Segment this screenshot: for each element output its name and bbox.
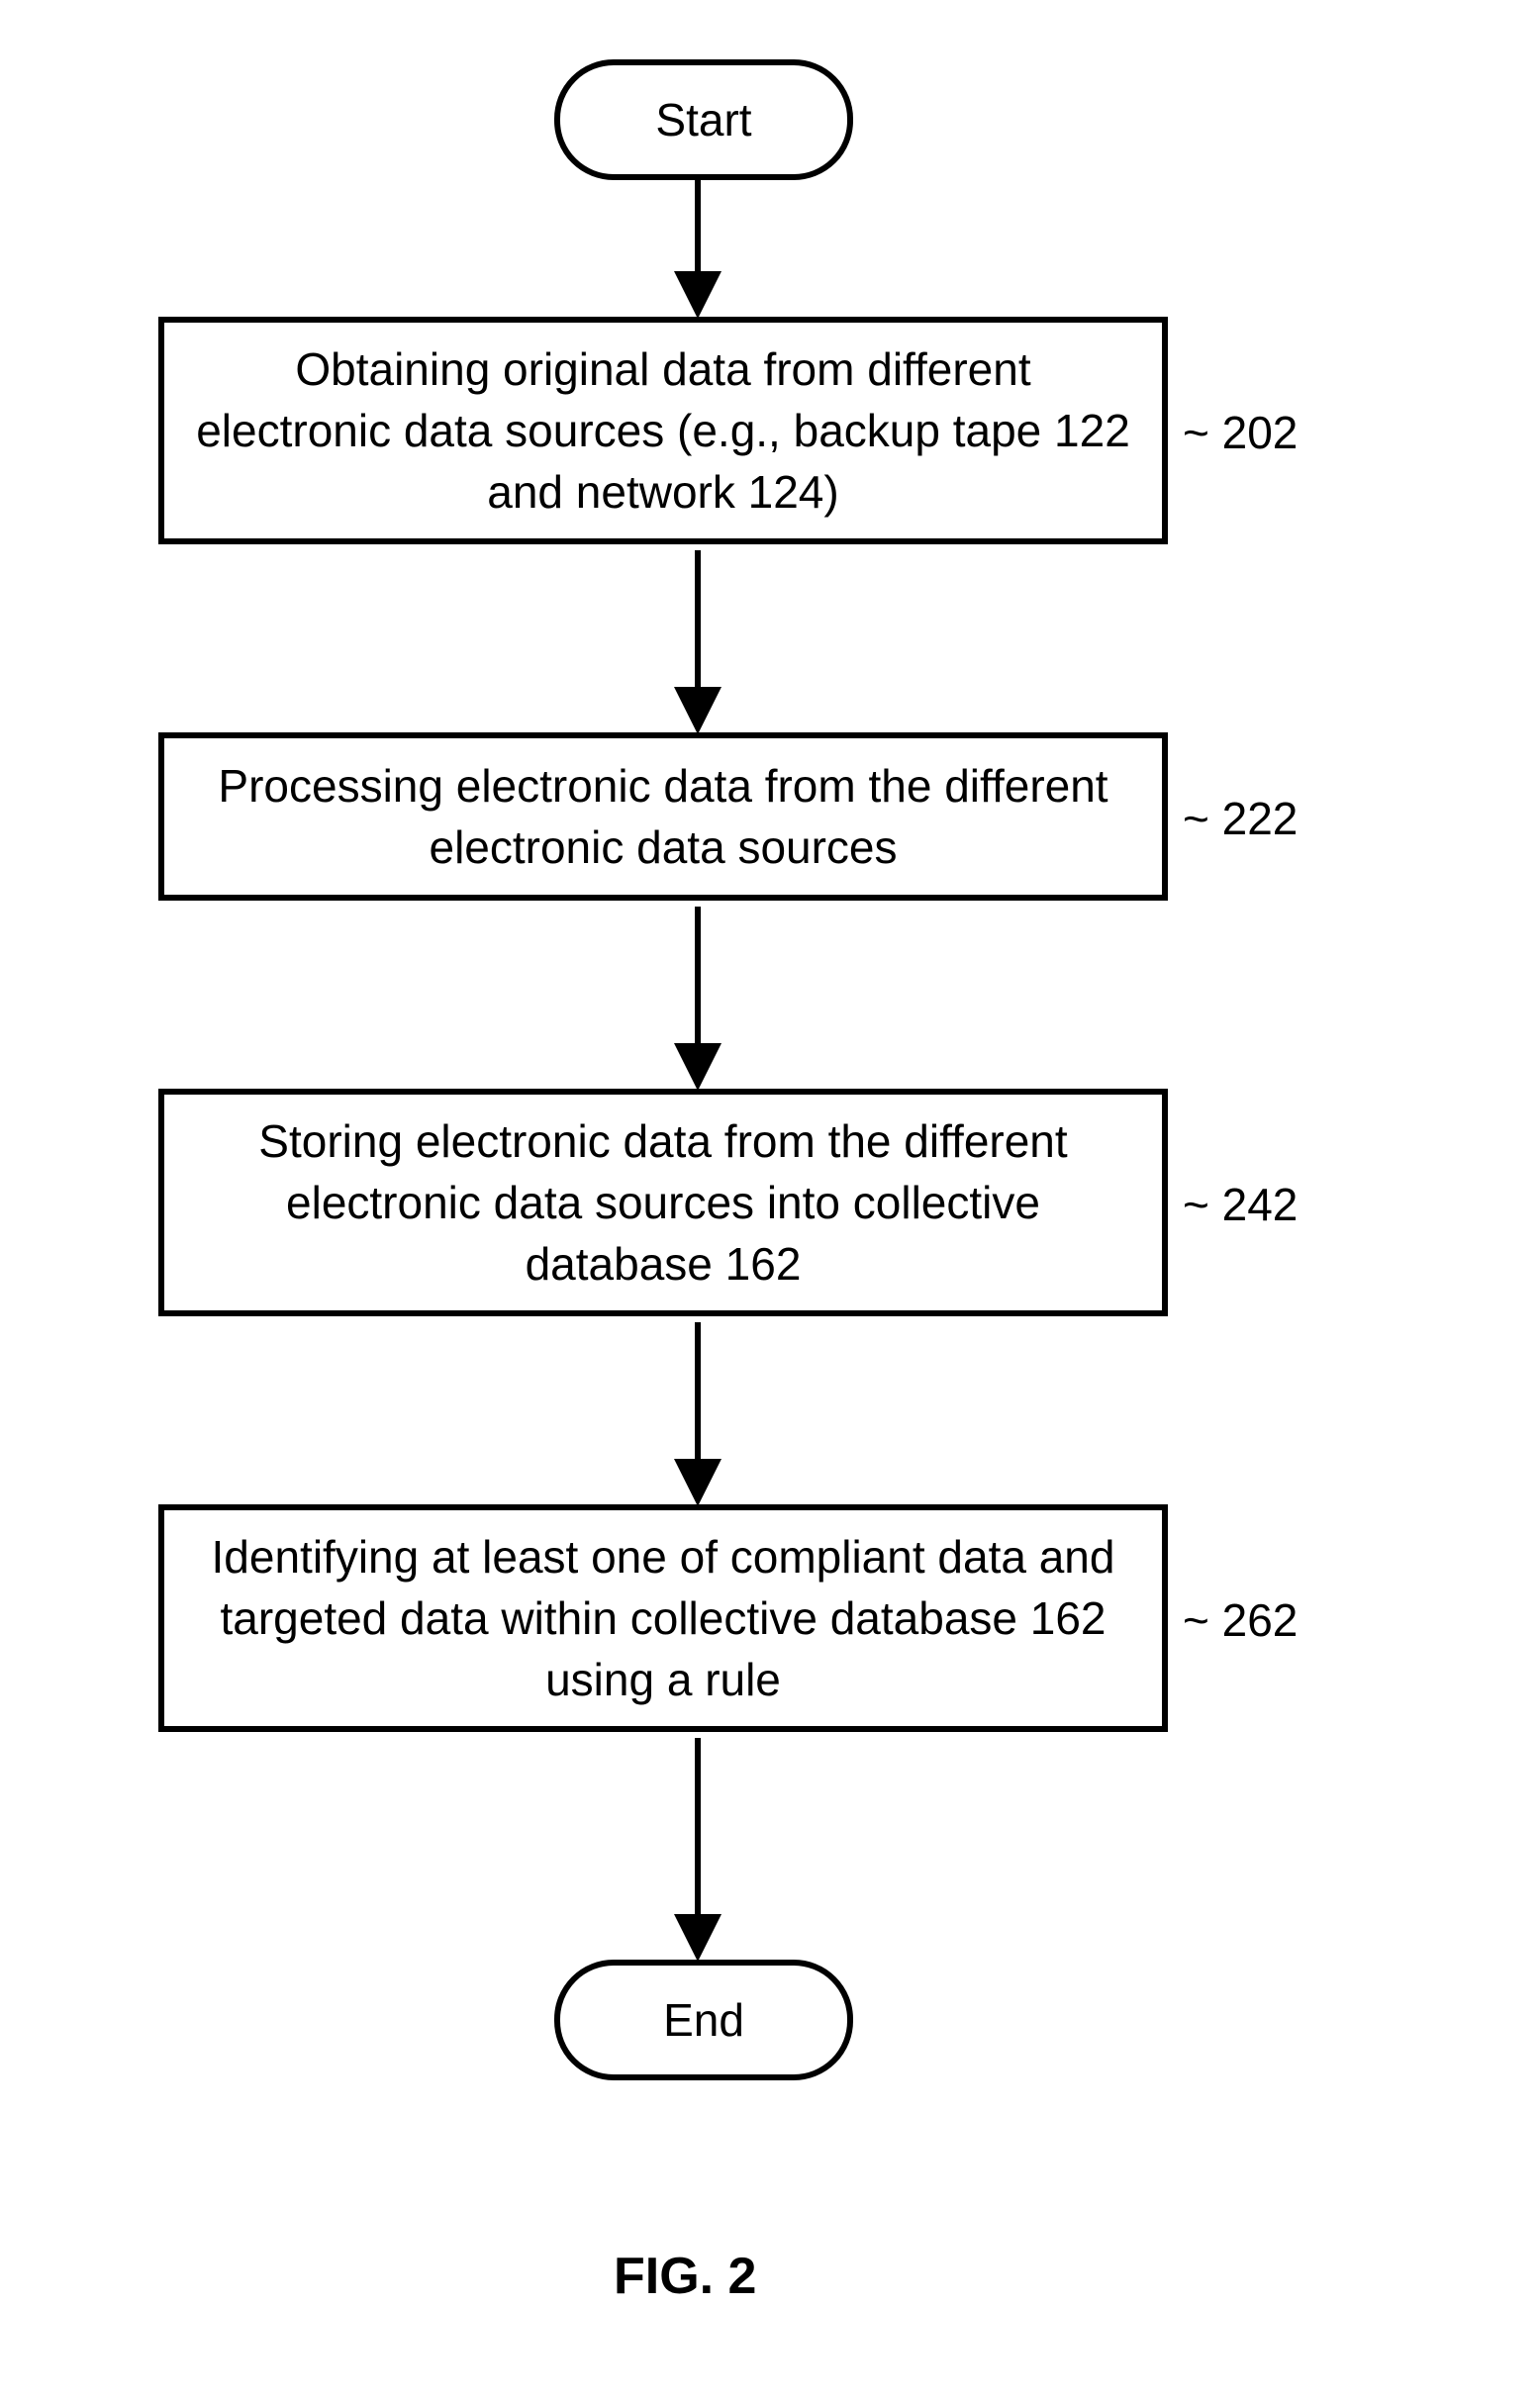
flowchart-canvas: Start Obtaining original data from diffe… bbox=[0, 0, 1540, 2403]
process-step-4-text: Identifying at least one of compliant da… bbox=[194, 1526, 1132, 1710]
ref-label-242: ~ 242 bbox=[1183, 1178, 1298, 1231]
figure-caption-text: FIG. 2 bbox=[614, 2248, 756, 2305]
ref-label-262: ~ 262 bbox=[1183, 1593, 1298, 1647]
start-node: Start bbox=[554, 59, 853, 180]
end-label: End bbox=[663, 1993, 744, 2047]
figure-caption: FIG. 2 bbox=[614, 2247, 756, 2306]
process-step-2-text: Processing electronic data from the diff… bbox=[194, 755, 1132, 878]
ref-label-242-text: ~ 242 bbox=[1183, 1179, 1298, 1230]
ref-label-262-text: ~ 262 bbox=[1183, 1594, 1298, 1646]
end-node: End bbox=[554, 1960, 853, 2080]
process-step-3: Storing electronic data from the differe… bbox=[158, 1089, 1168, 1316]
start-label: Start bbox=[655, 93, 751, 146]
process-step-4: Identifying at least one of compliant da… bbox=[158, 1504, 1168, 1732]
ref-label-222-text: ~ 222 bbox=[1183, 793, 1298, 844]
ref-label-202: ~ 202 bbox=[1183, 406, 1298, 459]
process-step-3-text: Storing electronic data from the differe… bbox=[194, 1110, 1132, 1295]
process-step-1-text: Obtaining original data from different e… bbox=[194, 338, 1132, 523]
process-step-1: Obtaining original data from different e… bbox=[158, 317, 1168, 544]
ref-label-222: ~ 222 bbox=[1183, 792, 1298, 845]
ref-label-202-text: ~ 202 bbox=[1183, 407, 1298, 458]
process-step-2: Processing electronic data from the diff… bbox=[158, 732, 1168, 901]
